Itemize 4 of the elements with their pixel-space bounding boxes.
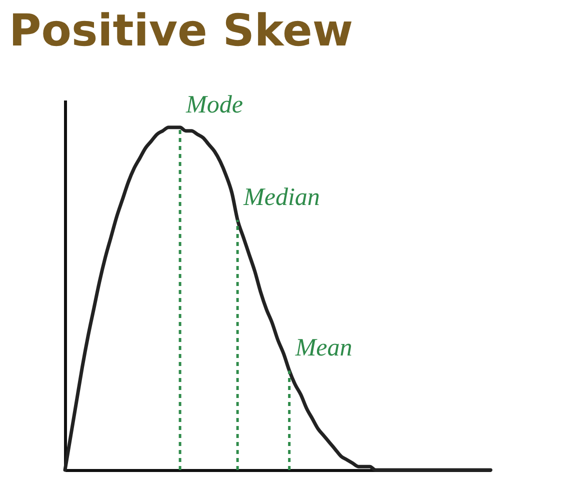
annotation: Mean [294,334,352,362]
text: Mode [185,91,243,118]
chart-title: Positive Skew [9,5,353,56]
annotation: Median [242,184,320,211]
